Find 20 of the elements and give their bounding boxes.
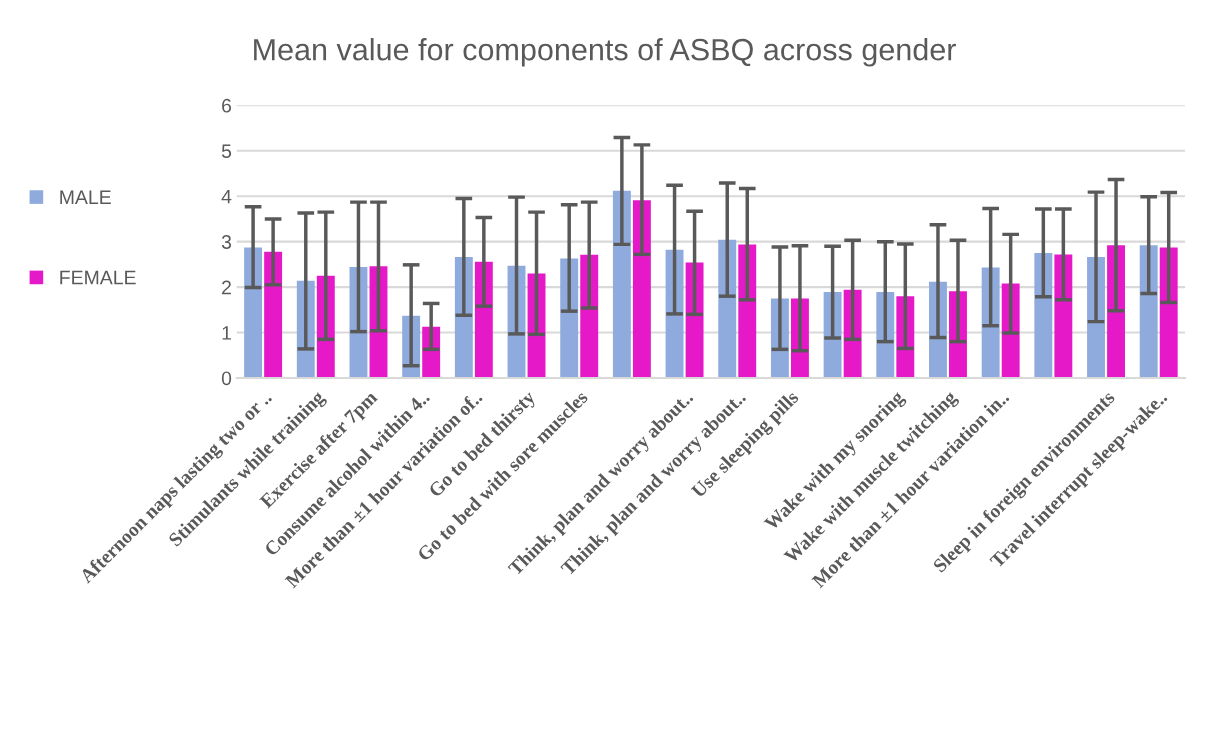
chart-title: Mean value for components of ASBQ across gender <box>254 38 956 67</box>
y-tick-label: 6 <box>222 98 232 113</box>
y-tick-label: 2 <box>222 280 231 295</box>
y-tick-label: 4 <box>221 189 232 204</box>
bar <box>1159 247 1178 378</box>
bar <box>1139 245 1158 378</box>
bar <box>264 251 283 378</box>
bar <box>718 239 737 378</box>
bar <box>612 190 631 378</box>
bar <box>1054 254 1073 378</box>
bar <box>738 244 757 378</box>
y-tick-label: 3 <box>221 235 232 249</box>
legend-label: MALE <box>60 190 111 204</box>
y-tick-label: 0 <box>221 371 232 386</box>
legend-label: FEMALE <box>60 270 136 285</box>
y-tick-label: 5 <box>221 144 232 159</box>
y-tick-label: 1 <box>222 326 231 340</box>
bar <box>632 200 651 378</box>
bar <box>1034 253 1053 378</box>
bar <box>244 247 263 378</box>
